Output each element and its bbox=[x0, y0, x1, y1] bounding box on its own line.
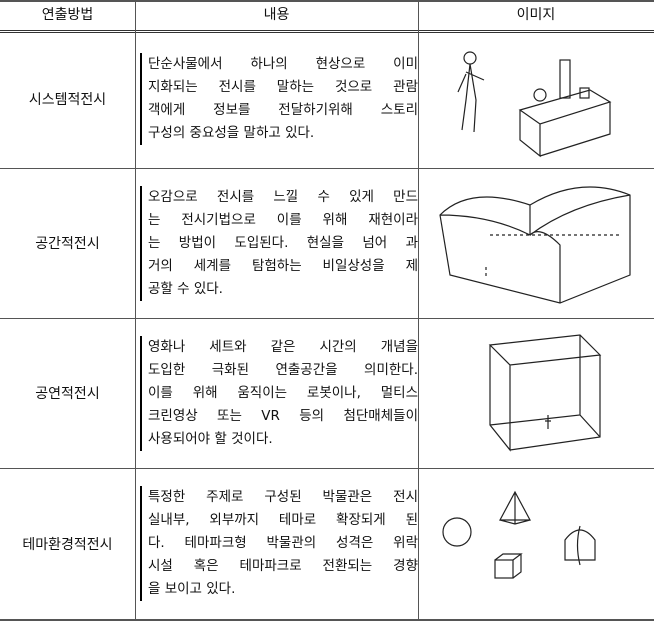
illustration bbox=[442, 490, 596, 579]
text-line: 오감으로 전시를 느낄 수 있게 만드 bbox=[148, 188, 418, 205]
header-cell: 연출방법 bbox=[41, 7, 94, 23]
text-line: 크린영상 또는 VR 등의 첨단매체들이 bbox=[148, 407, 418, 424]
illustration bbox=[457, 51, 612, 158]
row-label: 시스템적전시 bbox=[28, 92, 107, 108]
text-line: 는 방법이 도입된다. 현실을 넘어 과 bbox=[148, 234, 418, 251]
header-cell: 이미지 bbox=[516, 7, 556, 23]
rule bbox=[135, 0, 136, 620]
text-line: 지화되는 전시를 말하는 것으로 관람 bbox=[148, 79, 418, 95]
rule bbox=[0, 168, 654, 169]
rule bbox=[0, 30, 654, 33]
text-line: 공할 수 있다. bbox=[148, 280, 223, 297]
header-cell: 내용 bbox=[263, 7, 290, 23]
rule bbox=[0, 318, 654, 319]
rule bbox=[418, 0, 419, 620]
text-line: 시설 혹은 테마파크로 전환되는 경향 bbox=[148, 558, 418, 574]
text-line: 다. 테마파크형 박물관의 성격은 위락 bbox=[148, 535, 418, 551]
row-label: 공연적전시 bbox=[35, 386, 100, 402]
text-line: 도입한 극화된 연출공간을 의미한다. bbox=[148, 361, 418, 378]
text-line: 실내부, 외부까지 테마로 확장되게 된 bbox=[148, 512, 418, 528]
text-line: 객에게 정보를 전달하기위해 스토리 bbox=[148, 102, 418, 118]
rule bbox=[0, 468, 654, 469]
row-label: 테마환경적전시 bbox=[22, 536, 113, 553]
text-line: 구성의 중요성을 말하고 있다. bbox=[148, 125, 315, 141]
text-line: 단순사물에서 하나의 현상으로 이미 bbox=[148, 56, 418, 72]
illustration bbox=[488, 334, 602, 452]
text-line: 을 보이고 있다. bbox=[148, 581, 236, 597]
row-label: 공간적전시 bbox=[35, 236, 100, 252]
text-line: 특정한 주제로 구성된 박물관은 전시 bbox=[148, 489, 418, 505]
illustration bbox=[439, 186, 631, 304]
rule bbox=[0, 619, 654, 621]
text-line: 는 전시기법으로 이를 위해 재현이라 bbox=[148, 211, 418, 228]
rule bbox=[0, 0, 654, 2]
text-line: 영화나 세트와 같은 시간의 개념을 bbox=[148, 338, 418, 355]
text-line: 거의 세계를 탐험하는 비일상성을 제 bbox=[148, 257, 418, 274]
text-line: 사용되어야 할 것이다. bbox=[148, 430, 273, 447]
text-line: 이를 위해 움직이는 로봇이나, 멀티스 bbox=[148, 384, 418, 401]
